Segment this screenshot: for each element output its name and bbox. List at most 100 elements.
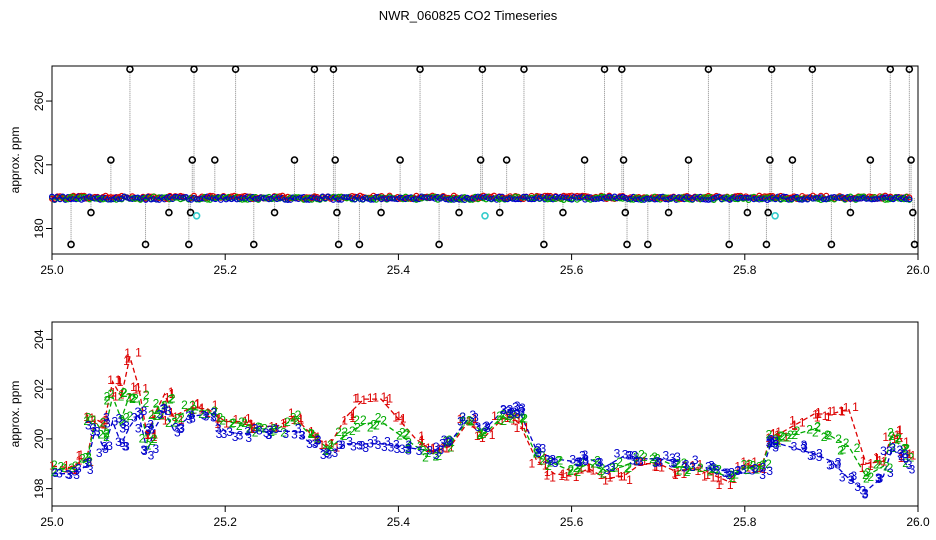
series-3-mark: 3 bbox=[116, 411, 123, 425]
chart-title: NWR_060825 CO2 Timeseries bbox=[378, 8, 558, 23]
series-2-mark: 2 bbox=[322, 444, 329, 458]
series-1-mark: 1 bbox=[799, 415, 806, 429]
series-1-mark: 1 bbox=[198, 402, 205, 416]
outlier-point bbox=[377, 208, 385, 217]
band-point bbox=[351, 193, 358, 200]
y-tick-label: 204 bbox=[32, 329, 46, 349]
series-3-mark: 3 bbox=[103, 410, 110, 424]
series-2-mark: 2 bbox=[575, 465, 582, 479]
series-2-mark: 2 bbox=[308, 427, 315, 441]
outlier-point bbox=[766, 156, 774, 164]
band-point bbox=[528, 196, 535, 203]
series-3-mark: 3 bbox=[860, 483, 867, 497]
series-2-mark: 2 bbox=[191, 402, 198, 416]
series-2-mark: 2 bbox=[118, 413, 125, 427]
series-3-mark: 3 bbox=[482, 420, 489, 434]
series-2-mark: 2 bbox=[908, 451, 915, 465]
series-1-mark: 1 bbox=[313, 432, 320, 446]
series-1-mark: 1 bbox=[298, 413, 305, 427]
outlier-point bbox=[767, 65, 776, 73]
series-2-mark: 2 bbox=[812, 426, 819, 440]
series-1-mark: 1 bbox=[565, 465, 572, 479]
series-2-mark: 2 bbox=[100, 415, 107, 429]
flagged-point bbox=[771, 211, 779, 220]
y-axis-label: approx. ppm bbox=[8, 127, 22, 194]
outlier-point bbox=[623, 240, 631, 249]
series-3-mark: 3 bbox=[359, 439, 366, 453]
series-1-mark: 1 bbox=[704, 468, 711, 482]
series-3-mark: 3 bbox=[483, 419, 490, 433]
series-3-mark: 3 bbox=[135, 422, 142, 436]
series-1-mark: 1 bbox=[110, 386, 117, 400]
series-3-mark: 3 bbox=[674, 450, 681, 464]
series-3-mark: 3 bbox=[714, 464, 721, 478]
series-2-mark: 2 bbox=[476, 428, 483, 442]
series-2-mark: 2 bbox=[405, 436, 412, 450]
series-1-mark: 1 bbox=[774, 430, 781, 444]
series-1-mark: 1 bbox=[418, 436, 425, 450]
series-3-mark: 3 bbox=[146, 421, 153, 435]
series-2-mark: 2 bbox=[404, 426, 411, 440]
series-3-mark: 3 bbox=[569, 453, 576, 467]
series-1-mark: 1 bbox=[443, 442, 450, 456]
series-2-mark: 2 bbox=[638, 448, 645, 462]
series-3-mark: 3 bbox=[152, 442, 159, 456]
series-3-mark: 3 bbox=[252, 421, 259, 435]
series-1-mark: 1 bbox=[440, 441, 447, 455]
series-1-mark: 1 bbox=[457, 412, 464, 426]
series-3-mark: 3 bbox=[65, 467, 72, 481]
series-2-mark: 2 bbox=[446, 433, 453, 447]
outlier-point bbox=[886, 65, 895, 73]
series-1-mark: 1 bbox=[425, 441, 432, 455]
series-2-mark: 2 bbox=[420, 443, 427, 457]
series-2-mark: 2 bbox=[791, 428, 798, 442]
outlier-point bbox=[664, 208, 673, 217]
series-1-mark: 1 bbox=[444, 435, 451, 449]
y-tick-label: 198 bbox=[32, 478, 46, 498]
series-3-mark: 3 bbox=[752, 462, 759, 476]
series-3-mark: 3 bbox=[514, 399, 521, 413]
series-1-mark: 1 bbox=[133, 382, 140, 396]
series-2-mark: 2 bbox=[189, 398, 196, 412]
series-3-mark: 3 bbox=[629, 454, 636, 468]
band-point bbox=[266, 196, 273, 203]
series-1-mark: 1 bbox=[247, 417, 254, 431]
series-3-mark: 3 bbox=[90, 425, 97, 439]
series-3-mark: 3 bbox=[692, 453, 699, 467]
series-1-mark: 1 bbox=[112, 390, 119, 404]
series-2-mark: 2 bbox=[750, 459, 757, 473]
series-2-mark: 2 bbox=[597, 464, 604, 478]
series-3-mark: 3 bbox=[433, 440, 440, 454]
series-2-mark: 2 bbox=[230, 416, 237, 430]
series-3-mark: 3 bbox=[457, 414, 464, 428]
outlier-point bbox=[580, 156, 589, 164]
series-3-mark: 3 bbox=[683, 458, 690, 472]
series-3-mark: 3 bbox=[384, 434, 391, 448]
series-1-mark: 1 bbox=[560, 467, 567, 481]
series-3-mark: 3 bbox=[131, 411, 138, 425]
series-3-mark: 3 bbox=[441, 433, 448, 447]
series-1-mark: 1 bbox=[542, 458, 549, 472]
series-1-mark: 1 bbox=[71, 462, 78, 476]
series-3-mark: 3 bbox=[106, 439, 113, 453]
series-1-mark: 1 bbox=[399, 414, 406, 428]
series-2-mark: 2 bbox=[181, 398, 188, 412]
series-2-mark: 2 bbox=[271, 423, 278, 437]
series-1-mark: 1 bbox=[615, 465, 622, 479]
series-3-mark: 3 bbox=[244, 425, 251, 439]
series-3-mark: 3 bbox=[161, 401, 168, 415]
series-3-mark: 3 bbox=[539, 441, 546, 455]
series-3-mark: 3 bbox=[549, 452, 556, 466]
series-3-mark: 3 bbox=[102, 442, 109, 456]
outlier-point bbox=[910, 240, 919, 249]
series-3-mark: 3 bbox=[652, 456, 659, 470]
series-2-mark: 2 bbox=[730, 471, 737, 485]
series-3-mark: 3 bbox=[140, 443, 147, 457]
series-2-mark: 2 bbox=[787, 428, 794, 442]
series-2-mark: 2 bbox=[79, 452, 86, 466]
series-1-mark: 1 bbox=[311, 429, 318, 443]
series-1-mark: 1 bbox=[308, 425, 315, 439]
series-1-mark: 1 bbox=[145, 428, 152, 442]
series-3-mark: 3 bbox=[862, 487, 869, 501]
series-2-mark: 2 bbox=[417, 439, 424, 453]
